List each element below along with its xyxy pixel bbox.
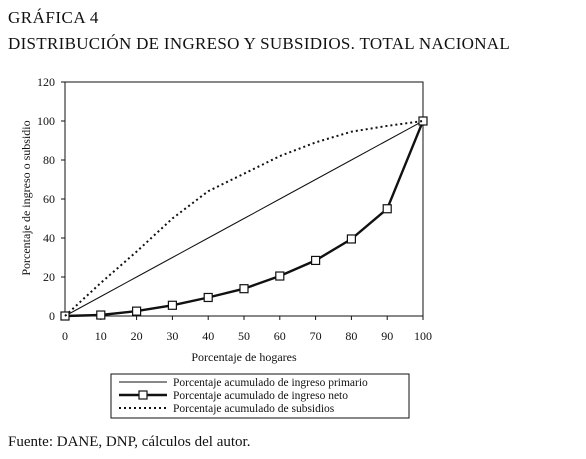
- legend-label-1: Porcentaje acumulado de ingreso primario: [173, 377, 368, 389]
- y-tick-label: 20: [43, 270, 55, 284]
- plot-area-frame: [64, 81, 424, 317]
- legend-label-3: Porcentaje acumulado de subsidios: [173, 403, 335, 415]
- x-tick-label: 90: [381, 329, 393, 343]
- x-tick-label: 80: [345, 329, 357, 343]
- y-tick-label: 100: [37, 114, 55, 128]
- y-tick-label: 80: [43, 153, 55, 167]
- x-tick-label: 60: [274, 329, 286, 343]
- y-tick-label: 60: [43, 192, 55, 206]
- x-tick-label: 30: [166, 329, 178, 343]
- chart-series: [60, 116, 428, 321]
- x-tick-label: 70: [310, 329, 322, 343]
- series-2-point: [275, 271, 285, 281]
- chart-axes: 0 10 20 30 40 50 60 70 80 90 100 0 20 40 60 80 100 120: [37, 75, 432, 343]
- y-tick-label: 40: [43, 231, 55, 245]
- x-tick-label: 50: [238, 329, 250, 343]
- y-tick-label: 0: [49, 309, 55, 323]
- x-axis-label: Porcentaje de hogares: [191, 350, 297, 364]
- x-tick-label: 10: [95, 329, 107, 343]
- series-line-1: [64, 120, 424, 317]
- y-axis-label: Porcentaje de ingreso o subsidio: [19, 120, 33, 275]
- chart-legend: Porcentaje acumulado de ingreso primario…: [110, 373, 410, 419]
- y-tick-label: 120: [37, 75, 55, 89]
- series-2-point: [239, 284, 249, 294]
- series-2-point: [346, 234, 356, 244]
- series-2-point: [311, 255, 321, 266]
- series-2-point: [132, 306, 142, 316]
- figure-label: GRÁFICA 4: [8, 8, 99, 27]
- legend-label-2: Porcentaje acumulado de ingreso neto: [173, 390, 348, 402]
- legend-marker-2: [138, 390, 148, 400]
- series-2-point: [418, 116, 428, 126]
- x-tick-label: 0: [62, 329, 68, 343]
- figure-title: DISTRIBUCIÓN DE INGRESO Y SUBSIDIOS. TOT…: [8, 34, 511, 53]
- series-2-point: [167, 300, 177, 310]
- series-line-3: [64, 120, 424, 317]
- x-tick-label: 40: [202, 329, 214, 343]
- x-tick-label: 20: [131, 329, 143, 343]
- x-tick-label: 100: [414, 329, 432, 343]
- series-2-point: [203, 292, 213, 303]
- series-2-point: [382, 204, 392, 214]
- figure-source: Fuente: DANE, DNP, cálculos del autor.: [8, 434, 251, 450]
- series-2-point: [96, 310, 106, 320]
- line-chart: 0 10 20 30 40 50 60 70 80 90 100 0 20 40 60 80 100 120 Po…: [19, 75, 432, 419]
